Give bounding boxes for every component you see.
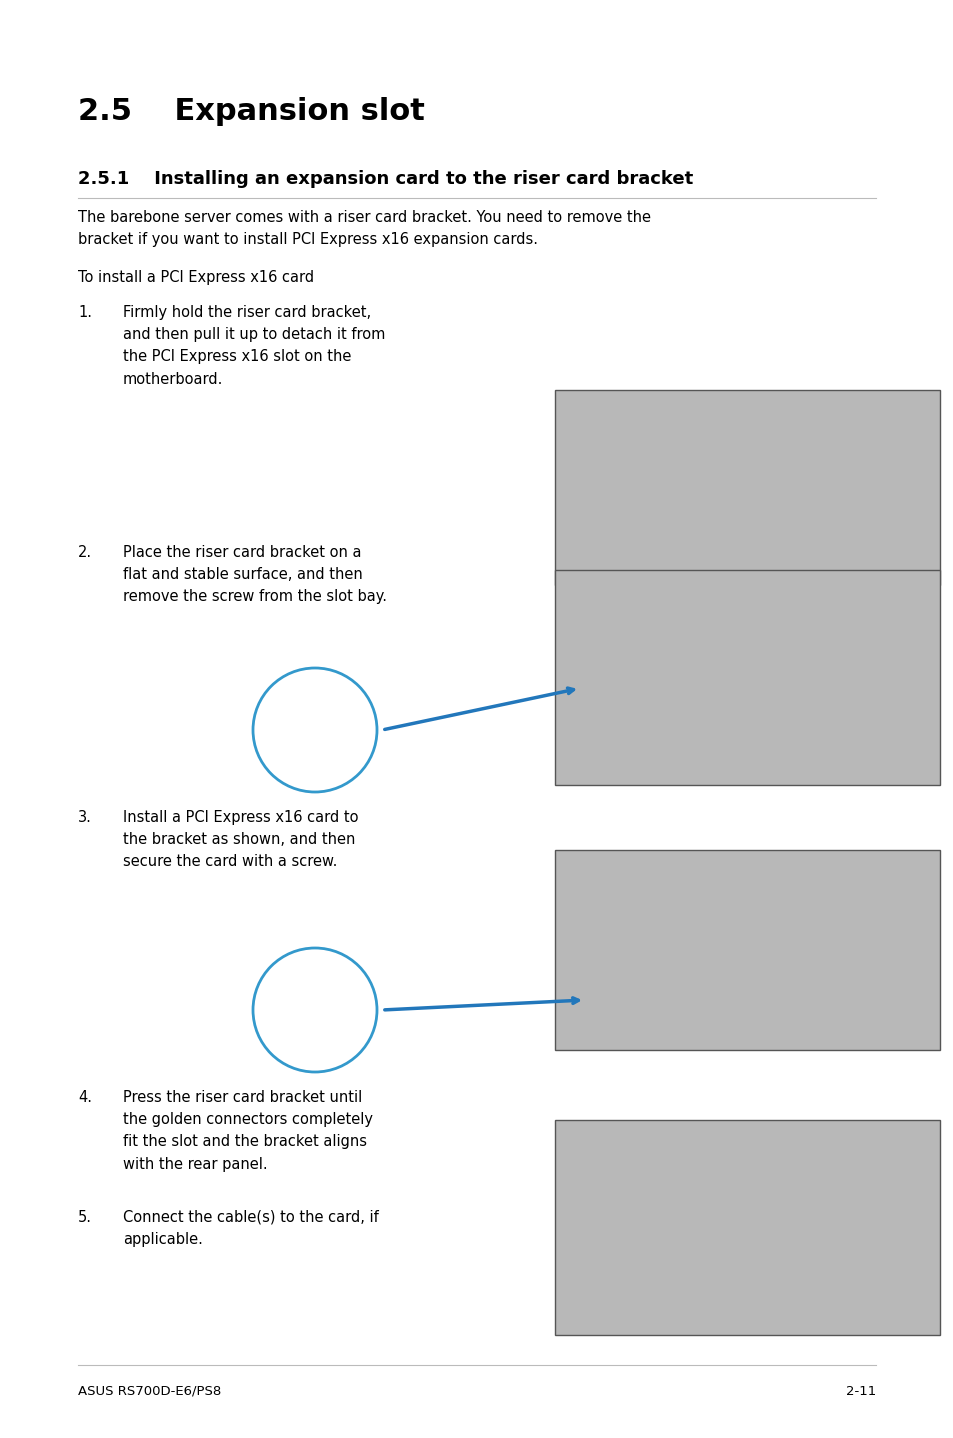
Text: 1.: 1.	[78, 305, 91, 321]
Bar	[555, 1120, 939, 1334]
Text: 2.5.1    Installing an expansion card to the riser card bracket: 2.5.1 Installing an expansion card to th…	[78, 170, 693, 188]
Text: 3.: 3.	[78, 810, 91, 825]
Text: ASUS RS700D-E6/PS8: ASUS RS700D-E6/PS8	[78, 1385, 221, 1398]
Text: Connect the cable(s) to the card, if
applicable.: Connect the cable(s) to the card, if app…	[123, 1209, 378, 1247]
Circle shape	[253, 669, 376, 792]
Text: Firmly hold the riser card bracket,
and then pull it up to detach it from
the PC: Firmly hold the riser card bracket, and …	[123, 305, 385, 387]
Bar	[555, 850, 939, 1050]
Text: Place the riser card bracket on a
flat and stable surface, and then
remove the s: Place the riser card bracket on a flat a…	[123, 545, 387, 604]
Text: To install a PCI Express x16 card: To install a PCI Express x16 card	[78, 270, 314, 285]
Text: 2-11: 2-11	[845, 1385, 875, 1398]
Bar	[555, 390, 939, 585]
Text: The barebone server comes with a riser card bracket. You need to remove the
brac: The barebone server comes with a riser c…	[78, 210, 650, 246]
Text: 5.: 5.	[78, 1209, 91, 1225]
Text: Press the riser card bracket until
the golden connectors completely
fit the slot: Press the riser card bracket until the g…	[123, 1090, 373, 1172]
Text: Install a PCI Express x16 card to
the bracket as shown, and then
secure the card: Install a PCI Express x16 card to the br…	[123, 810, 358, 870]
Text: 4.: 4.	[78, 1090, 91, 1104]
Circle shape	[253, 948, 376, 1071]
Text: 2.: 2.	[78, 545, 92, 559]
Text: 2.5    Expansion slot: 2.5 Expansion slot	[78, 96, 424, 127]
Bar	[555, 569, 939, 785]
